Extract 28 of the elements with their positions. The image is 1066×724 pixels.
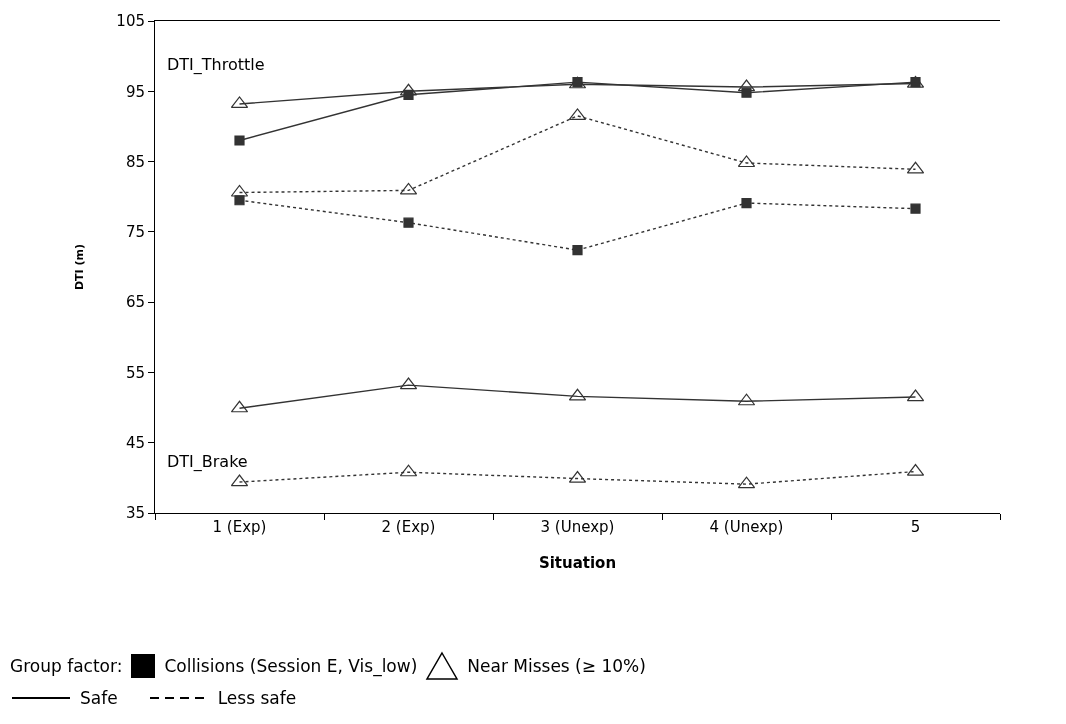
y-tick-label: 45 (125, 433, 145, 452)
point (572, 245, 583, 256)
point (403, 217, 414, 228)
point (234, 195, 245, 206)
text: Collisions (Session E, Vis_low) (164, 656, 418, 676)
x-tick-label: 3 (Unexp) (540, 518, 615, 536)
annotation: DTI_Throttle (167, 55, 265, 75)
point (741, 197, 752, 209)
y-tick-label: 75 (125, 223, 145, 242)
x-tick-label: 1 (Exp) (212, 518, 267, 536)
x-tick-label: 4 (Unexp) (709, 518, 784, 536)
point (234, 135, 245, 146)
y-tick-label: 35 (125, 504, 145, 523)
y-axis-title: DTI (m) (73, 243, 87, 291)
text: Group factor: (10, 656, 123, 676)
y-tick-label: 55 (125, 363, 145, 382)
annotation: DTI_Brake (167, 452, 248, 472)
y-tick-label: 85 (125, 152, 145, 171)
y-tick-label: 65 (125, 293, 145, 312)
x-tick-label: 5 (910, 518, 921, 536)
text: Safe (80, 688, 118, 708)
text: Less safe (217, 688, 297, 708)
text: Near Misses (≥ 10%) (467, 656, 646, 676)
x-tick-label: 2 (Exp) (381, 518, 436, 536)
y-tick-label: 105 (116, 12, 145, 31)
x-axis-title: Situation (538, 554, 617, 572)
y-tick-label: 95 (125, 82, 145, 101)
point (910, 203, 921, 214)
